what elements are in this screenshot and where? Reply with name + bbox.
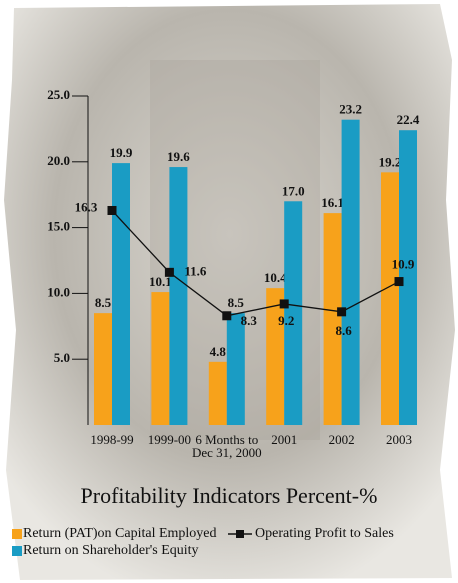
- bar: [151, 292, 169, 425]
- line-marker: [222, 311, 231, 320]
- bar: [169, 167, 187, 425]
- value-label: 10.9: [392, 257, 415, 272]
- value-label: 17.0: [282, 183, 305, 198]
- bar: [94, 313, 112, 425]
- legend-label: Return on Shareholder's Equity: [23, 543, 199, 558]
- chart: Profitability Indicators Percent-% 5.0 10…: [0, 0, 458, 583]
- line-marker: [280, 299, 289, 308]
- value-label: 11.6: [184, 263, 207, 278]
- value-label: 10.4: [264, 270, 287, 285]
- bar: [381, 172, 399, 425]
- line-marker: [395, 277, 404, 286]
- line-marker: [108, 206, 117, 215]
- legend-label: Return (PAT)on Capital Employed: [23, 526, 217, 541]
- page: Profitability Indicators Percent-% 5.0 10…: [0, 0, 458, 583]
- value-label: 8.5: [228, 295, 245, 310]
- value-label: 23.2: [339, 102, 362, 117]
- value-label: 19.2: [379, 154, 402, 169]
- bar: [324, 213, 342, 425]
- y-tick-label: 15.0: [47, 219, 70, 234]
- x-tick-label: 2003: [354, 433, 444, 446]
- value-label: 9.2: [278, 313, 294, 328]
- line-marker: [337, 307, 346, 316]
- legend-swatch: [12, 529, 22, 539]
- legend-marker: [236, 530, 244, 538]
- y-tick-label: 20.0: [47, 153, 70, 168]
- value-label: 16.3: [75, 199, 98, 214]
- y-tick-label: 25.0: [47, 87, 70, 102]
- value-label: 19.9: [110, 145, 133, 160]
- value-label: 8.6: [335, 323, 352, 338]
- value-label: 19.6: [167, 149, 190, 164]
- value-label: 8.5: [95, 295, 112, 310]
- y-tick-label: 5.0: [54, 350, 70, 365]
- chart-title: Profitability Indicators Percent-%: [81, 483, 378, 508]
- value-label: 8.3: [241, 313, 258, 328]
- bar: [112, 163, 130, 425]
- line-marker: [165, 268, 174, 277]
- bar: [342, 120, 360, 425]
- value-label: 16.1: [321, 195, 344, 210]
- bar: [209, 362, 227, 425]
- value-label: 22.4: [397, 112, 420, 127]
- legend-label: Operating Profit to Sales: [255, 526, 394, 541]
- bar: [266, 288, 284, 425]
- bar: [227, 313, 245, 425]
- y-tick-label: 10.0: [47, 284, 70, 299]
- legend-swatch: [12, 546, 22, 556]
- value-label: 4.8: [210, 344, 227, 359]
